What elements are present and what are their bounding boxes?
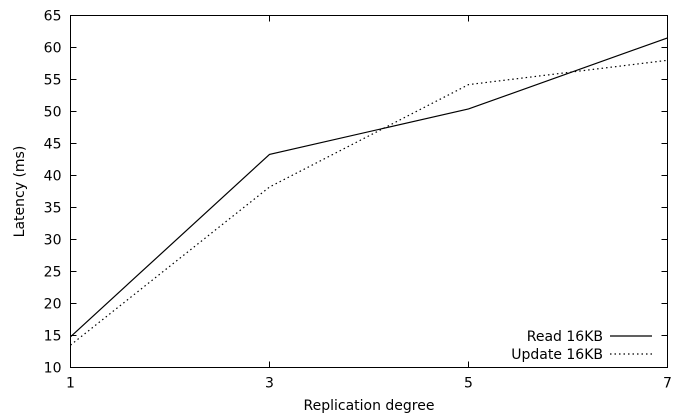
legend-label: Update 16KB bbox=[511, 347, 603, 363]
x-axis-ticks: 1 3 5 7 bbox=[66, 15, 672, 392]
y-tick-label: 50 bbox=[44, 105, 62, 121]
y-tick-label: 10 bbox=[44, 361, 62, 377]
y-tick-label: 40 bbox=[44, 169, 62, 185]
x-tick-label: 5 bbox=[464, 376, 473, 392]
y-tick-label: 30 bbox=[44, 233, 62, 249]
x-tick-label: 7 bbox=[663, 376, 672, 392]
y-tick-label: 15 bbox=[44, 329, 62, 345]
y-axis-label: Latency (ms) bbox=[12, 146, 28, 238]
y-tick-label: 60 bbox=[44, 41, 62, 57]
legend: Read 16KB Update 16KB bbox=[511, 329, 652, 363]
y-tick-label: 25 bbox=[44, 265, 62, 281]
y-tick-label: 20 bbox=[44, 297, 62, 313]
y-tick-label: 35 bbox=[44, 201, 62, 217]
y-tick-label: 55 bbox=[44, 73, 62, 89]
series-lines bbox=[70, 37, 668, 346]
plot-frame bbox=[70, 15, 668, 368]
x-axis-label: Replication degree bbox=[304, 398, 435, 414]
y-tick-label: 45 bbox=[44, 137, 62, 153]
series-line-update-16kb bbox=[70, 59, 668, 346]
y-tick-label: 65 bbox=[44, 9, 62, 25]
y-axis-ticks: 10 15 20 25 30 35 40 45 50 55 60 65 bbox=[44, 9, 668, 377]
series-line-read-16kb bbox=[70, 37, 668, 338]
legend-label: Read 16KB bbox=[527, 329, 603, 345]
x-tick-label: 1 bbox=[66, 376, 75, 392]
x-tick-label: 3 bbox=[265, 376, 274, 392]
